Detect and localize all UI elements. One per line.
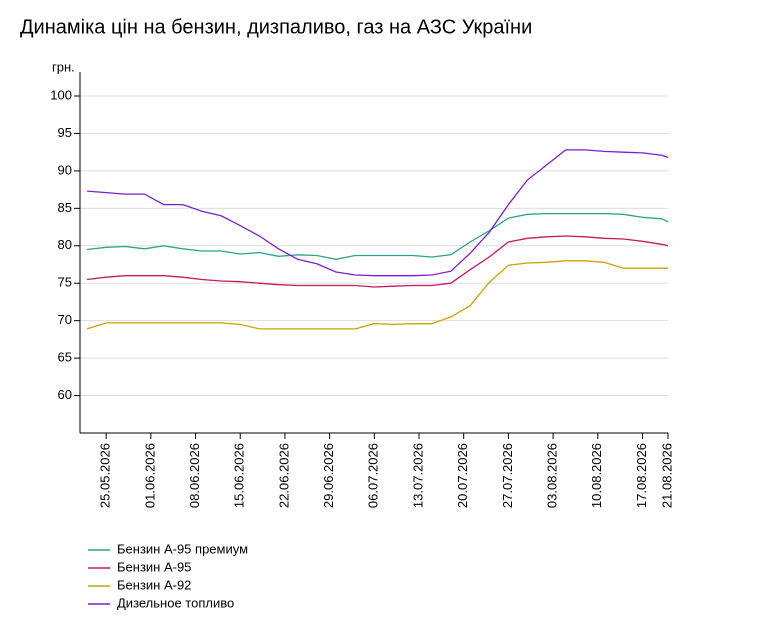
x-tick-label: 17.08.2026: [634, 443, 649, 508]
x-tick-label: 13.07.2026: [410, 443, 425, 508]
x-tick-label: 08.06.2026: [187, 443, 202, 508]
series-line: [86, 212, 669, 260]
x-tick-label: 25.05.2026: [98, 443, 113, 508]
x-tick-label: 15.06.2026: [232, 443, 247, 508]
x-tick-label: 01.06.2026: [142, 443, 157, 508]
x-tick-label: 21.08.2026: [659, 443, 674, 508]
x-tick-label: 10.08.2026: [589, 443, 604, 508]
series-line: [86, 149, 669, 277]
legend-label: Бензин А-92: [117, 577, 191, 592]
series-line: [86, 260, 668, 330]
x-tick-label: 29.06.2026: [321, 443, 336, 508]
legend-label: Бензин А-95 премиум: [117, 541, 248, 556]
x-tick-label: 22.06.2026: [276, 443, 291, 508]
x-tick-label: 06.07.2026: [366, 443, 381, 508]
legend-label: Бензин А-95: [117, 559, 191, 574]
y-tick-label: 85: [58, 200, 72, 215]
chart-title: Динаміка цін на бензин, дизпаливо, газ н…: [20, 16, 532, 38]
series-line: [86, 235, 669, 288]
y-tick-label: 60: [58, 387, 72, 402]
y-axis-label: грн.: [52, 59, 75, 74]
y-tick-label: 75: [58, 275, 72, 290]
y-tick-label: 95: [58, 125, 72, 140]
y-tick-label: 90: [58, 162, 72, 177]
x-tick-label: 03.08.2026: [545, 443, 560, 508]
x-tick-label: 27.07.2026: [500, 443, 515, 508]
legend-label: Дизельное топливо: [117, 595, 234, 610]
y-tick-label: 100: [50, 87, 72, 102]
y-tick-label: 80: [58, 237, 72, 252]
y-tick-label: 70: [58, 312, 72, 327]
x-tick-label: 20.07.2026: [455, 443, 470, 508]
y-tick-label: 65: [58, 350, 72, 365]
